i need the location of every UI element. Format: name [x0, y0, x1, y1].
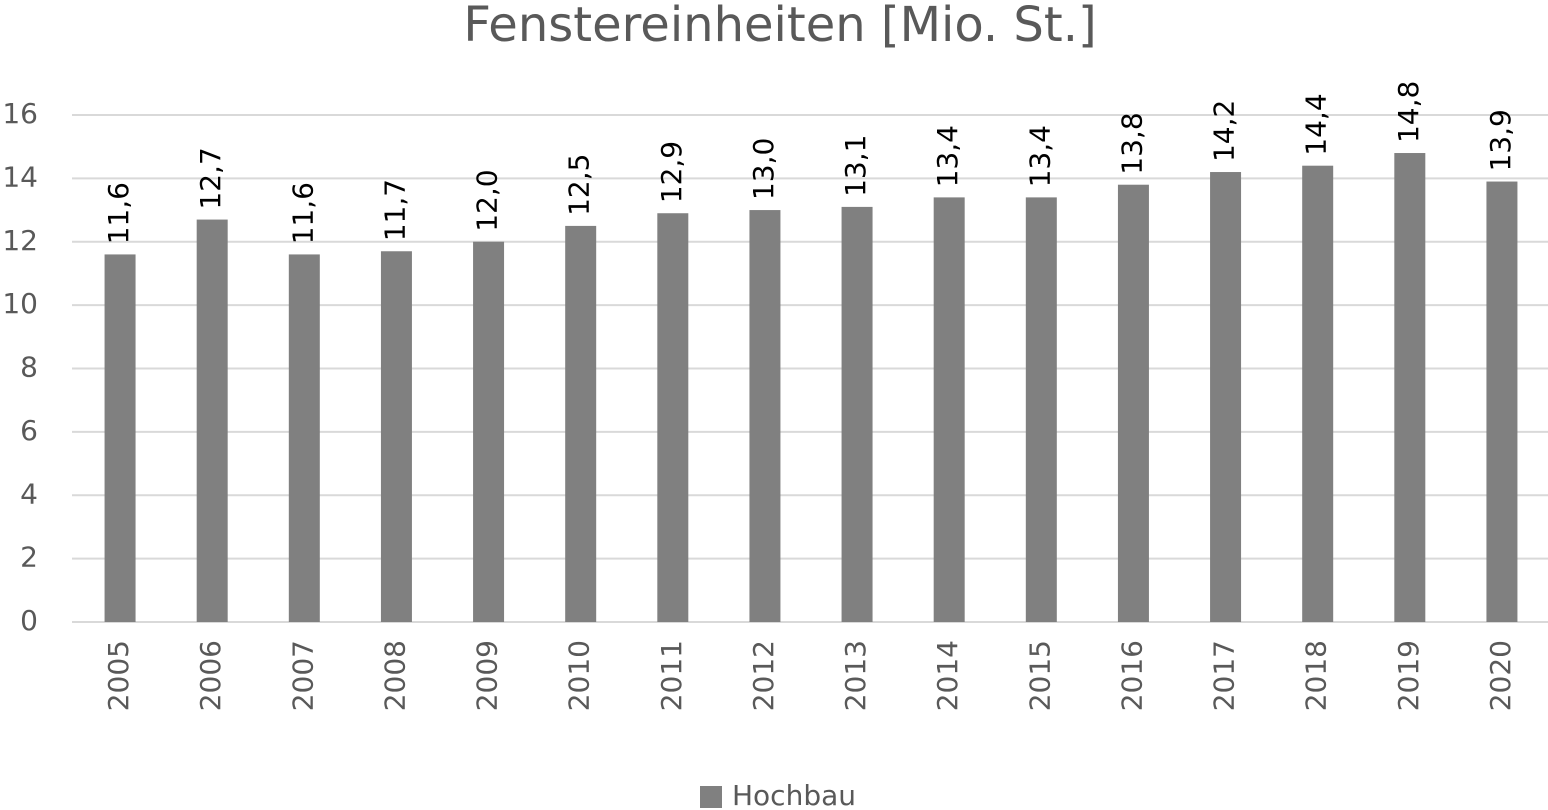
bar [1117, 184, 1149, 622]
bar [841, 206, 873, 623]
bar [196, 219, 228, 622]
y-tick-label: 2 [20, 541, 38, 574]
value-label: 13,4 [931, 125, 964, 187]
x-tick-label: 2007 [286, 640, 319, 711]
value-label: 13,1 [839, 135, 872, 197]
bar [473, 241, 505, 622]
x-tick-label: 2009 [471, 640, 504, 711]
y-tick-label: 0 [20, 604, 38, 637]
y-tick-label: 16 [2, 97, 38, 130]
value-label: 13,0 [747, 138, 780, 200]
y-tick-label: 12 [2, 224, 38, 257]
x-tick-label: 2011 [655, 640, 688, 711]
legend-label: Hochbau [732, 779, 856, 810]
y-tick-label: 10 [2, 287, 38, 320]
bar [565, 225, 597, 622]
x-tick-label: 2019 [1392, 640, 1425, 711]
bar [1302, 165, 1334, 622]
y-tick-label: 14 [2, 160, 38, 193]
value-label: 13,4 [1023, 125, 1056, 187]
value-label: 11,6 [102, 182, 135, 244]
bar [657, 213, 689, 622]
value-label: 14,2 [1208, 100, 1241, 162]
bar [933, 197, 965, 622]
x-tick-label: 2018 [1300, 640, 1333, 711]
value-label: 13,9 [1484, 109, 1517, 171]
y-tick-label: 4 [20, 477, 38, 510]
bar [1025, 197, 1057, 622]
x-tick-label: 2005 [102, 640, 135, 711]
value-label: 14,8 [1392, 81, 1425, 143]
bar [1394, 153, 1426, 622]
bar [749, 210, 781, 622]
bar [288, 254, 320, 623]
x-tick-label: 2012 [747, 640, 780, 711]
chart-title: Fenstereinheiten [Mio. St.] [463, 0, 1096, 53]
value-label: 12,0 [471, 169, 504, 231]
value-label: 11,7 [378, 179, 411, 241]
value-label: 11,6 [286, 182, 319, 244]
y-tick-label: 6 [20, 414, 38, 447]
x-tick-label: 2015 [1023, 640, 1056, 711]
value-label: 12,9 [655, 141, 688, 203]
bar [1486, 181, 1518, 622]
value-label: 12,5 [563, 154, 596, 216]
x-tick-label: 2014 [931, 640, 964, 711]
legend-swatch [700, 786, 722, 808]
x-tick-label: 2006 [194, 640, 227, 711]
x-tick-label: 2016 [1115, 640, 1148, 711]
y-tick-label: 8 [20, 351, 38, 384]
bar [104, 254, 136, 623]
value-label: 12,7 [194, 147, 227, 209]
x-tick-label: 2010 [563, 640, 596, 711]
value-label: 13,8 [1115, 112, 1148, 174]
value-label: 14,4 [1300, 93, 1333, 155]
x-tick-label: 2013 [839, 640, 872, 711]
x-tick-label: 2020 [1484, 640, 1517, 711]
x-tick-label: 2008 [378, 640, 411, 711]
bar [1210, 172, 1242, 622]
bar [380, 251, 412, 622]
x-tick-label: 2017 [1208, 640, 1241, 711]
